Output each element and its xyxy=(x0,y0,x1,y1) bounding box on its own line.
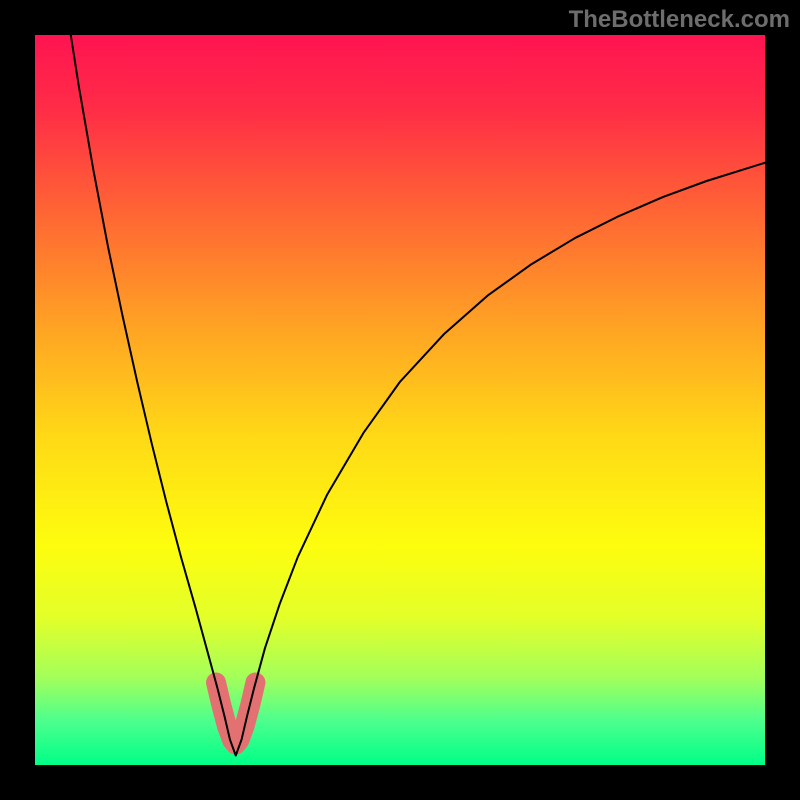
chart-stage: TheBottleneck.com xyxy=(0,0,800,800)
watermark-text: TheBottleneck.com xyxy=(569,6,790,34)
plot-gradient-background xyxy=(35,35,765,765)
bottleneck-chart-svg xyxy=(0,0,800,800)
